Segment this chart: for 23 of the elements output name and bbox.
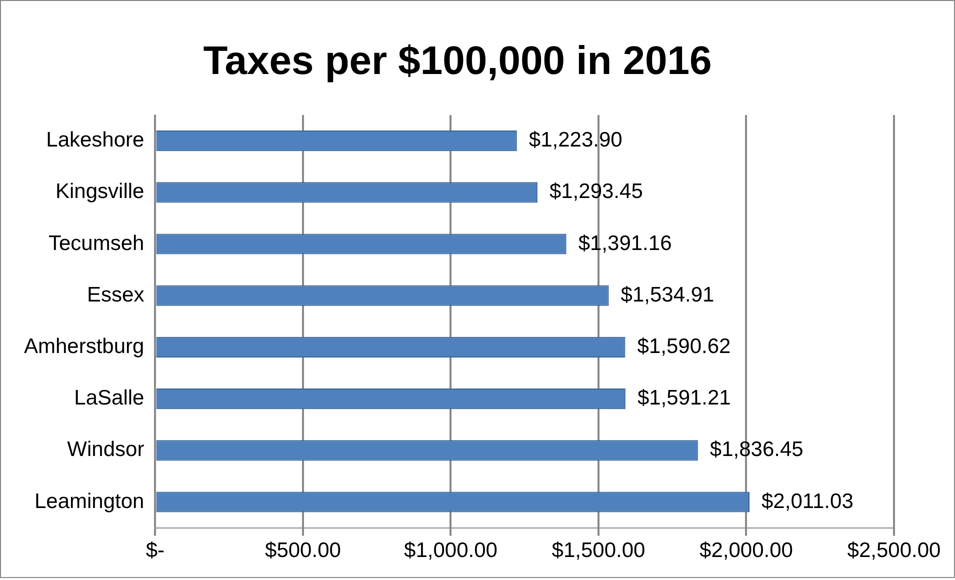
data-label: $1,836.45: [710, 438, 804, 462]
data-label: $1,293.45: [549, 180, 643, 204]
y-tick-label: Essex: [87, 283, 145, 306]
chart-title: Taxes per $100,000 in 2016: [203, 39, 712, 84]
x-tick-label: $1,000.00: [404, 539, 498, 562]
y-tick-label: LaSalle: [74, 386, 144, 410]
y-tick-label: Tecumseh: [48, 232, 144, 255]
data-label: $1,534.91: [620, 283, 714, 306]
x-tick-label: $500.00: [265, 539, 341, 562]
data-label: $1,590.62: [637, 334, 731, 358]
data-label: $1,223.90: [528, 128, 622, 152]
y-tick-label: Kingsville: [56, 180, 144, 204]
x-tick-label: $2,500.00: [847, 539, 941, 562]
x-tick-label: $1,500.00: [552, 539, 646, 562]
data-label: $2,011.03: [762, 490, 854, 513]
x-tick-label: $2,000.00: [700, 539, 793, 562]
data-label: $1,591.21: [637, 386, 731, 410]
y-tick-label: Leamington: [34, 490, 144, 513]
x-tick-label: $-: [146, 539, 165, 562]
y-tick-label: Windsor: [67, 438, 144, 462]
y-tick-label: Lakeshore: [46, 128, 144, 152]
y-tick-label: Amherstburg: [24, 334, 144, 358]
data-label: $1,391.16: [578, 232, 672, 255]
